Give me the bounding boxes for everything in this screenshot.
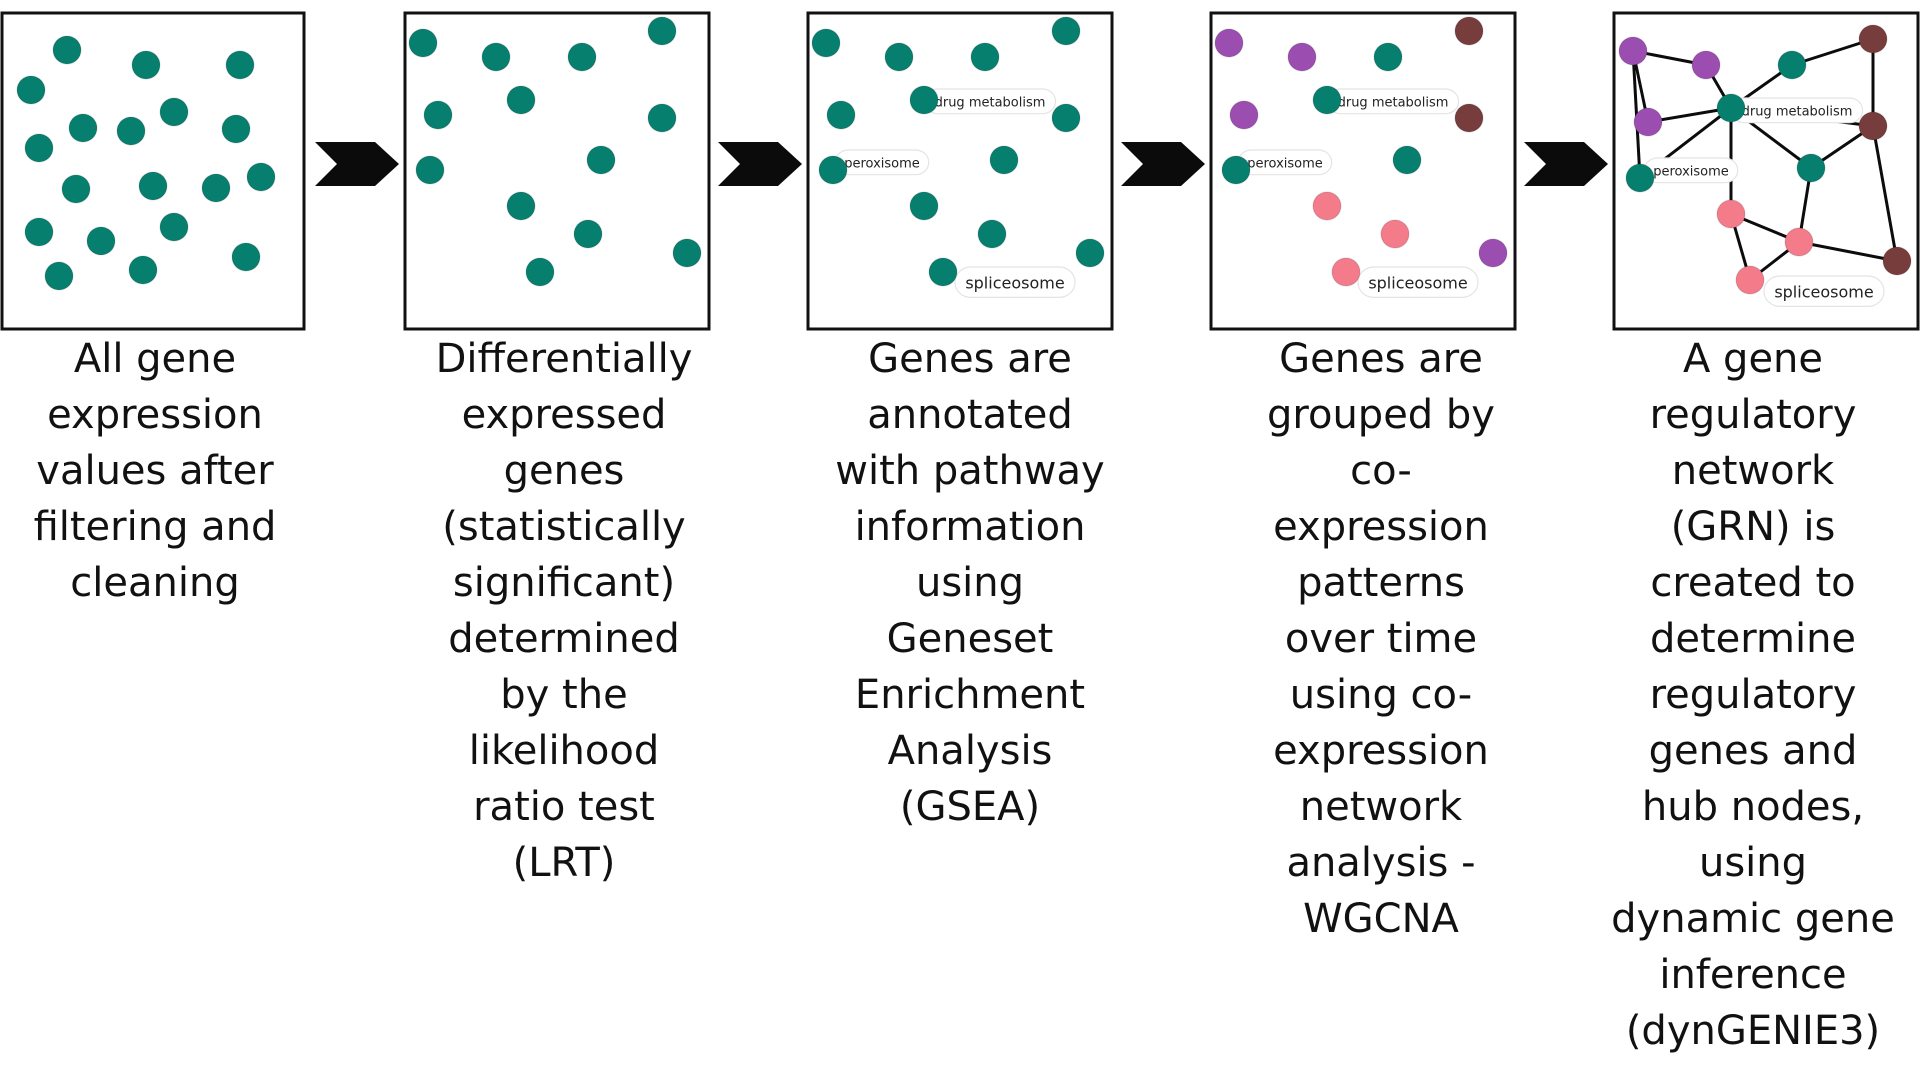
gene-node-pink — [1784, 227, 1814, 257]
gene-node-teal — [131, 50, 161, 80]
gene-node-teal — [1716, 93, 1746, 123]
gene-node-teal — [970, 42, 1000, 72]
caption-step-1: All gene expression values after filteri… — [33, 336, 277, 606]
network-edge — [1791, 37, 1874, 67]
gene-node-teal — [884, 42, 914, 72]
gene-node-pink — [1380, 219, 1410, 249]
network-edge — [1871, 125, 1899, 262]
pathway-label: drug metabolism — [1338, 96, 1449, 111]
pathway-label: drug metabolism — [1742, 105, 1853, 120]
gene-node-brown — [1858, 111, 1888, 141]
gene-node-teal — [16, 75, 46, 105]
gene-node-teal — [1796, 153, 1826, 183]
gene-node-pink — [1716, 199, 1746, 229]
gene-node-teal — [159, 212, 189, 242]
gene-node-pink — [1312, 191, 1342, 221]
gene-node-teal — [647, 103, 677, 133]
gene-node-teal — [231, 242, 261, 272]
gene-node-pink — [1331, 257, 1361, 287]
gene-node-teal — [221, 114, 251, 144]
gene-node-teal — [506, 85, 536, 115]
gene-node-teal — [128, 255, 158, 285]
gene-node-teal — [86, 226, 116, 256]
gene-node-purple — [1478, 238, 1508, 268]
pathway-label: spliceosome — [1774, 283, 1873, 302]
gene-node-teal — [567, 42, 597, 72]
pathway-label: peroxisome — [1247, 157, 1323, 172]
gene-node-teal — [44, 261, 74, 291]
gene-node-pink — [1735, 265, 1765, 295]
gene-node-teal — [647, 16, 677, 46]
caption-step-5: A gene regulatory network (GRN) is creat… — [1611, 336, 1895, 1054]
gene-node-teal — [928, 257, 958, 287]
caption-step-4: Genes are grouped by co- expression patt… — [1267, 336, 1495, 942]
gene-node-teal — [573, 219, 603, 249]
gene-node-purple — [1633, 107, 1663, 137]
network-edge — [1647, 106, 1732, 124]
gene-node-teal — [246, 162, 276, 192]
network-edge — [1798, 240, 1898, 263]
gene-node-teal — [1777, 50, 1807, 80]
gene-node-purple — [1618, 36, 1648, 66]
gene-node-brown — [1882, 246, 1912, 276]
pathway-label: peroxisome — [844, 157, 920, 172]
gene-node-teal — [423, 100, 453, 130]
arrow-icon — [1121, 142, 1205, 186]
pathway-label-pill — [954, 266, 1076, 298]
gene-node-teal — [116, 116, 146, 146]
gene-node-teal — [201, 173, 231, 203]
gene-node-teal — [989, 145, 1019, 175]
gene-node-teal — [61, 174, 91, 204]
gene-node-brown — [1858, 24, 1888, 54]
gene-node-teal — [24, 217, 54, 247]
pathway-label: peroxisome — [1653, 165, 1729, 180]
arrow-icon — [718, 142, 802, 186]
gene-node-teal — [909, 85, 939, 115]
gene-node-teal — [977, 219, 1007, 249]
gene-node-teal — [225, 50, 255, 80]
gene-node-brown — [1454, 103, 1484, 133]
gene-node-teal — [1051, 16, 1081, 46]
caption-step-2: Differentially expressed genes (statisti… — [435, 336, 693, 886]
gene-node-teal — [525, 257, 555, 287]
arrow-icon — [1524, 142, 1608, 186]
gene-node-teal — [826, 100, 856, 130]
caption-step-3: Genes are annotated with pathway informa… — [835, 336, 1105, 830]
gene-node-teal — [1392, 145, 1422, 175]
gene-node-teal — [68, 113, 98, 143]
gene-node-teal — [138, 171, 168, 201]
gene-node-teal — [506, 191, 536, 221]
gene-node-brown — [1454, 16, 1484, 46]
gene-node-purple — [1214, 28, 1244, 58]
gene-node-teal — [481, 42, 511, 72]
gene-node-purple — [1287, 42, 1317, 72]
pathway-label-pill — [1357, 266, 1479, 298]
gene-node-teal — [811, 28, 841, 58]
pathway-label: spliceosome — [1368, 274, 1467, 293]
gene-node-teal — [672, 238, 702, 268]
gene-node-teal — [52, 35, 82, 65]
gene-node-teal — [24, 133, 54, 163]
pathway-label-pill — [1763, 275, 1885, 307]
gene-node-teal — [1075, 238, 1105, 268]
gene-node-teal — [818, 155, 848, 185]
gene-node-teal — [909, 191, 939, 221]
gene-node-teal — [586, 145, 616, 175]
gene-node-teal — [1051, 103, 1081, 133]
gene-node-teal — [1625, 163, 1655, 193]
panel-frame-2 — [403, 11, 711, 331]
gene-node-teal — [1221, 155, 1251, 185]
pathway-label: drug metabolism — [935, 96, 1046, 111]
pathway-label: spliceosome — [965, 274, 1064, 293]
gene-node-purple — [1229, 100, 1259, 130]
gene-node-purple — [1691, 50, 1721, 80]
arrow-icon — [315, 142, 399, 186]
gene-node-teal — [408, 28, 438, 58]
gene-node-teal — [1373, 42, 1403, 72]
gene-node-teal — [415, 155, 445, 185]
gene-node-teal — [1312, 85, 1342, 115]
gene-node-teal — [159, 97, 189, 127]
